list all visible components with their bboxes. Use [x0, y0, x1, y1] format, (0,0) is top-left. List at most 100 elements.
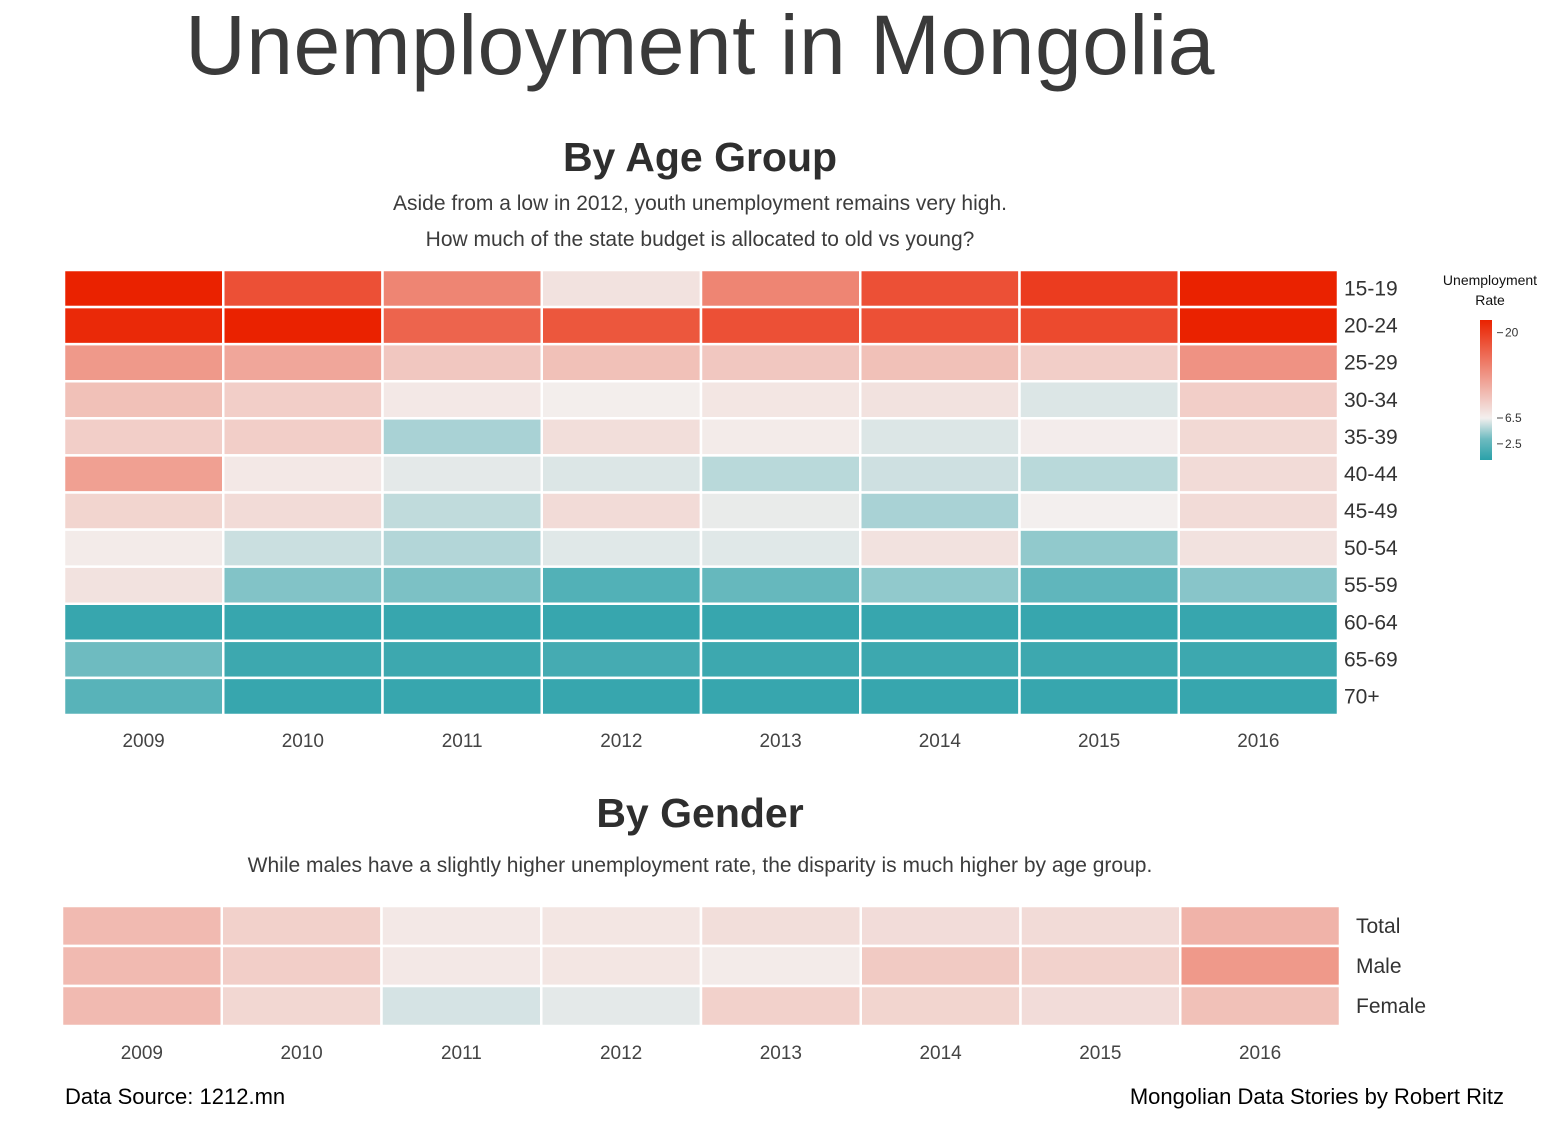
- heatmap-cell-Total-2013: [699, 904, 862, 948]
- x-tick-label: 2010: [282, 731, 324, 752]
- heatmap-cell-35-39-2011: [381, 417, 543, 457]
- heatmap-cell-35-39-2012: [540, 417, 703, 457]
- x-tick-label: 2014: [919, 1043, 962, 1064]
- heatmap-cell-55-59-2016: [1177, 565, 1340, 605]
- heatmap-cell-45-49-2015: [1018, 491, 1180, 531]
- heatmap-cell-25-29-2015: [1018, 342, 1180, 383]
- heatmap-cell-Female-2013: [699, 984, 862, 1028]
- heatmap-cell-70+-2013: [699, 676, 862, 717]
- age-chart-subtitle-1: Aside from a low in 2012, youth unemploy…: [393, 192, 1007, 215]
- heatmap-cell-65-69-2009: [62, 639, 225, 680]
- heatmap-cell-55-59-2015: [1018, 565, 1180, 605]
- heatmap-cell-Female-2014: [859, 984, 1022, 1028]
- heatmap-cell-55-59-2011: [381, 565, 543, 605]
- heatmap-cell-30-34-2010: [222, 380, 384, 420]
- heatmap-cell-40-44-2009: [62, 454, 225, 494]
- heatmap-cell-Male-2016: [1179, 944, 1342, 988]
- heatmap-cell-30-34-2011: [381, 380, 543, 420]
- heatmap-cell-Female-2009: [60, 984, 223, 1028]
- gender-chart-title: By Gender: [596, 790, 804, 836]
- x-tick-label: 2010: [280, 1043, 322, 1064]
- heatmap-cell-50-54-2013: [699, 528, 862, 568]
- heatmap-cell-Total-2015: [1019, 904, 1182, 948]
- heatmap-cell-25-29-2010: [222, 342, 384, 383]
- y-tick-label: 40-44: [1344, 463, 1398, 486]
- heatmap-cell-65-69-2013: [699, 639, 862, 680]
- credit: Mongolian Data Stories by Robert Ritz: [1129, 1084, 1504, 1109]
- age-chart-title: By Age Group: [562, 134, 838, 180]
- heatmap-cell-45-49-2016: [1177, 491, 1340, 531]
- heatmap-cell-60-64-2014: [859, 602, 1021, 643]
- heatmap-cell-Male-2009: [60, 944, 223, 988]
- heatmap-cell-25-29-2016: [1177, 342, 1340, 383]
- heatmap-cell-Female-2011: [380, 984, 543, 1028]
- x-tick-label: 2011: [442, 731, 483, 752]
- heatmap-cell-50-54-2009: [62, 528, 225, 568]
- heatmap-cell-Male-2014: [859, 944, 1022, 988]
- x-tick-label: 2009: [122, 731, 164, 752]
- heatmap-cell-35-39-2016: [1177, 417, 1340, 457]
- heatmap-cell-65-69-2010: [222, 639, 384, 680]
- heatmap-cell-50-54-2015: [1018, 528, 1180, 568]
- heatmap-cell-15-19-2012: [540, 268, 703, 309]
- heatmap-cell-20-24-2015: [1018, 305, 1180, 346]
- heatmap-cell-40-44-2011: [381, 454, 543, 494]
- heatmap-cell-20-24-2016: [1177, 305, 1340, 346]
- heatmap-cell-Total-2014: [859, 904, 1022, 948]
- heatmap-cell-40-44-2016: [1177, 454, 1340, 494]
- heatmap-cell-30-34-2012: [540, 380, 703, 420]
- heatmap-cell-Male-2012: [540, 944, 703, 988]
- heatmap-cell-70+-2014: [859, 676, 1021, 717]
- y-tick-label: Female: [1356, 995, 1426, 1018]
- heatmap-cell-55-59-2010: [222, 565, 384, 605]
- heatmap-cell-40-44-2015: [1018, 454, 1180, 494]
- heatmap-cell-35-39-2010: [222, 417, 384, 457]
- heatmap-cell-30-34-2014: [859, 380, 1021, 420]
- heatmap-cell-70+-2010: [222, 676, 384, 717]
- age-group-heatmap: 15-19 20-24 25-29 30-34 35-39 40-44 45-49 50-54…: [62, 268, 1398, 752]
- heatmap-cell-Male-2013: [699, 944, 862, 988]
- heatmap-cell-Total-2010: [220, 904, 383, 948]
- y-tick-label: 45-49: [1344, 500, 1398, 523]
- heatmap-cell-20-24-2011: [381, 305, 543, 346]
- heatmap-cell-15-19-2013: [699, 268, 862, 309]
- heatmap-cell-20-24-2012: [540, 305, 703, 346]
- heatmap-cell-35-39-2015: [1018, 417, 1180, 457]
- legend-colorbar: [1480, 320, 1492, 460]
- heatmap-cell-25-29-2012: [540, 342, 703, 383]
- heatmap-cell-30-34-2015: [1018, 380, 1180, 420]
- heatmap-cell-60-64-2016: [1177, 602, 1340, 643]
- heatmap-cell-35-39-2009: [62, 417, 225, 457]
- heatmap-cell-Male-2010: [220, 944, 383, 988]
- heatmap-cell-70+-2009: [62, 676, 225, 717]
- heatmap-cell-Total-2009: [60, 904, 223, 948]
- heatmap-cell-60-64-2013: [699, 602, 862, 643]
- heatmap-cell-65-69-2012: [540, 639, 703, 680]
- heatmap-cell-45-49-2009: [62, 491, 225, 531]
- y-tick-label: 55-59: [1344, 574, 1398, 597]
- legend-tick-label: 2.5: [1505, 437, 1522, 451]
- heatmap-cell-25-29-2009: [62, 342, 225, 383]
- heatmap-cell-Total-2012: [540, 904, 703, 948]
- x-tick-label: 2014: [919, 731, 962, 752]
- heatmap-cell-Female-2016: [1179, 984, 1342, 1028]
- heatmap-cell-45-49-2010: [222, 491, 384, 531]
- y-tick-label: 30-34: [1344, 389, 1398, 412]
- y-tick-label: Male: [1356, 955, 1402, 978]
- heatmap-cell-20-24-2013: [699, 305, 862, 346]
- x-tick-label: 2012: [600, 731, 642, 752]
- heatmap-cell-25-29-2013: [699, 342, 862, 383]
- heatmap-cell-Female-2012: [540, 984, 703, 1028]
- heatmap-cell-70+-2011: [381, 676, 543, 717]
- heatmap-cell-50-54-2010: [222, 528, 384, 568]
- y-tick-label: 70+: [1344, 685, 1380, 708]
- x-tick-label: 2015: [1079, 1043, 1121, 1064]
- color-legend: Unemployment Rate 20 6.5 2.5: [1443, 272, 1537, 460]
- heatmap-cell-25-29-2011: [381, 342, 543, 383]
- legend-title-line-1: Unemployment: [1443, 272, 1537, 288]
- x-tick-label: 2013: [760, 1043, 802, 1064]
- y-tick-label: 60-64: [1344, 611, 1398, 634]
- heatmap-cell-60-64-2015: [1018, 602, 1180, 643]
- heatmap-cell-15-19-2015: [1018, 268, 1180, 309]
- heatmap-cell-15-19-2011: [381, 268, 543, 309]
